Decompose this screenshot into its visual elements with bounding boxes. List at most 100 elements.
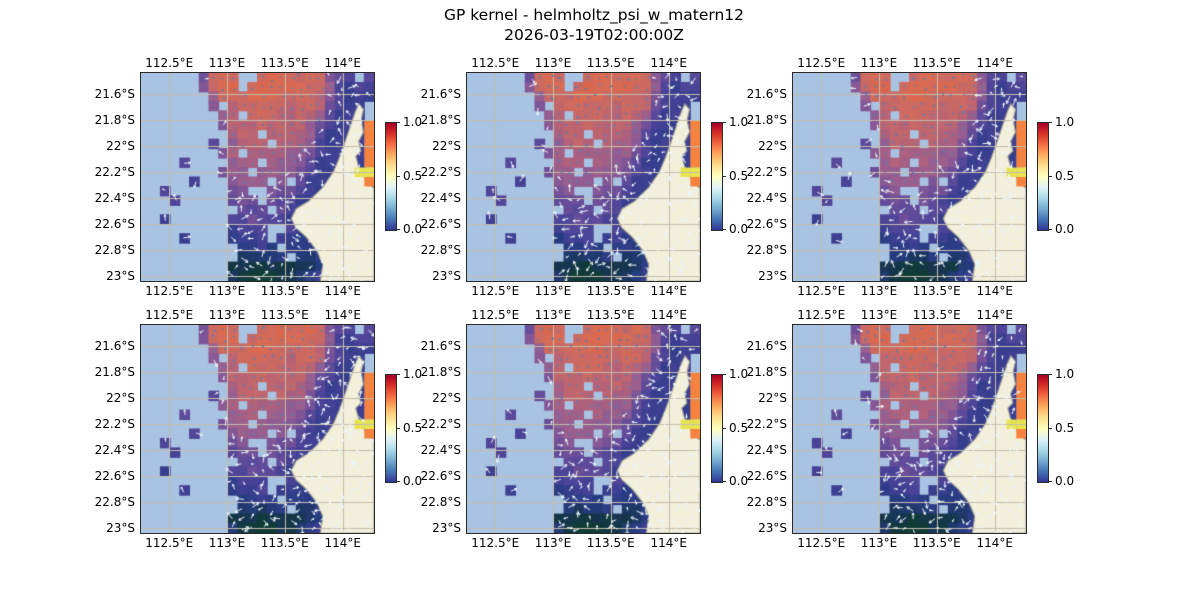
y-tick-label: 22.8°S <box>94 243 135 258</box>
y-tick-label: 21.8°S <box>94 113 135 128</box>
x-tick-label-bottom: 113°E <box>534 284 572 298</box>
colorbar-tick-label: 1.0 <box>403 115 423 129</box>
map-canvas <box>793 73 1026 281</box>
x-tick-label-top: 112.5°E <box>471 308 520 322</box>
x-tick-label-bottom: 113°E <box>534 536 572 550</box>
y-tick-label: 22.8°S <box>746 495 787 510</box>
x-tick-label-top: 113.5°E <box>912 308 961 322</box>
y-tick-label: 22°S <box>432 139 461 154</box>
x-tick-label-top: 114°E <box>650 308 688 322</box>
y-tick-label: 22.2°S <box>94 417 135 432</box>
x-tick-label-bottom: 113.5°E <box>912 536 961 550</box>
x-tick-label-top: 113°E <box>860 56 898 70</box>
x-tick-label-bottom: 113.5°E <box>586 536 635 550</box>
y-tick-label: 21.8°S <box>746 365 787 380</box>
colorbar-tick <box>722 175 726 177</box>
colorbar-tick <box>722 229 726 230</box>
x-tick-label-bottom: 112.5°E <box>145 284 194 298</box>
y-tick-label: 22.4°S <box>420 443 461 458</box>
y-tick-label: 23°S <box>106 521 135 536</box>
y-tick-label: 22°S <box>106 139 135 154</box>
colorbar <box>385 374 397 483</box>
map-frame <box>140 72 375 282</box>
colorbar-tick <box>722 427 726 429</box>
x-tick-label-top: 114°E <box>650 56 688 70</box>
x-tick-label-bottom: 113.5°E <box>912 284 961 298</box>
x-tick-label-top: 113°E <box>860 308 898 322</box>
x-tick-label-top: 114°E <box>976 56 1014 70</box>
x-tick-label-top: 112.5°E <box>797 56 846 70</box>
x-tick-label-bottom: 112.5°E <box>471 284 520 298</box>
y-tick-label: 22°S <box>758 391 787 406</box>
colorbar-tick <box>396 427 400 429</box>
map-frame <box>466 324 701 534</box>
colorbar-tick <box>396 175 400 177</box>
y-tick-label: 21.6°S <box>420 339 461 354</box>
x-tick-label-bottom: 113.5°E <box>586 284 635 298</box>
colorbar-tick <box>1048 175 1052 177</box>
colorbar-tick-label: 0.0 <box>403 222 423 236</box>
colorbar-tick <box>722 374 726 375</box>
x-tick-label-top: 113°E <box>534 56 572 70</box>
colorbar-tick <box>1048 374 1052 375</box>
map-canvas <box>141 325 374 533</box>
colorbar-tick-label: 0.5 <box>403 420 423 435</box>
x-tick-label-bottom: 113.5°E <box>260 284 309 298</box>
map-frame <box>466 72 701 282</box>
colorbar <box>1037 122 1049 231</box>
x-tick-label-top: 114°E <box>976 308 1014 322</box>
colorbar-tick <box>1048 481 1052 482</box>
colorbar-tick-label: 0.5 <box>729 168 749 183</box>
colorbar-tick <box>396 122 400 123</box>
x-tick-label-top: 114°E <box>324 56 362 70</box>
x-tick-label-top: 112.5°E <box>145 56 194 70</box>
y-tick-label: 23°S <box>758 521 787 536</box>
figure-title: GP kernel - helmholtz_psi_w_matern12 <box>443 6 745 24</box>
colorbar-tick-label: 0.0 <box>729 474 749 488</box>
y-tick-label: 21.6°S <box>94 339 135 354</box>
x-tick-label-bottom: 114°E <box>976 536 1014 550</box>
x-tick-label-bottom: 112.5°E <box>471 536 520 550</box>
x-tick-label-top: 112.5°E <box>797 308 846 322</box>
colorbar-tick-label: 0.0 <box>403 474 423 488</box>
x-tick-label-top: 113.5°E <box>586 308 635 322</box>
y-tick-label: 22.8°S <box>746 243 787 258</box>
y-tick-label: 22.6°S <box>420 217 461 232</box>
y-tick-label: 22.4°S <box>94 191 135 206</box>
colorbar-tick <box>1048 229 1052 230</box>
x-tick-label-top: 113.5°E <box>260 308 309 322</box>
y-tick-label: 22.6°S <box>746 469 787 484</box>
colorbar-tick <box>722 122 726 123</box>
y-tick-label: 21.6°S <box>746 87 787 102</box>
y-tick-label: 22.6°S <box>94 469 135 484</box>
y-tick-label: 22.2°S <box>420 165 461 180</box>
x-tick-label-bottom: 114°E <box>976 284 1014 298</box>
x-tick-label-top: 113.5°E <box>912 56 961 70</box>
x-tick-label-bottom: 112.5°E <box>797 284 846 298</box>
y-tick-label: 22°S <box>758 139 787 154</box>
y-tick-label: 21.6°S <box>746 339 787 354</box>
y-tick-label: 22.6°S <box>94 217 135 232</box>
y-tick-label: 21.8°S <box>94 365 135 380</box>
x-tick-label-bottom: 112.5°E <box>797 536 846 550</box>
y-tick-label: 21.6°S <box>94 87 135 102</box>
colorbar-tick <box>396 229 400 230</box>
x-tick-label-top: 113°E <box>208 56 246 70</box>
x-tick-label-bottom: 114°E <box>650 536 688 550</box>
y-tick-label: 21.8°S <box>420 113 461 128</box>
y-tick-label: 22.8°S <box>420 243 461 258</box>
y-tick-label: 22.4°S <box>94 443 135 458</box>
x-tick-label-bottom: 112.5°E <box>145 536 194 550</box>
colorbar-tick-label: 1.0 <box>403 367 423 381</box>
y-tick-label: 21.8°S <box>420 365 461 380</box>
colorbar-tick-label: 0.0 <box>729 222 749 236</box>
colorbar <box>1037 374 1049 483</box>
map-canvas <box>141 73 374 281</box>
y-tick-label: 22.8°S <box>420 495 461 510</box>
x-tick-label-bottom: 113°E <box>860 284 898 298</box>
y-tick-label: 22.8°S <box>94 495 135 510</box>
y-tick-label: 23°S <box>758 269 787 284</box>
colorbar-tick <box>396 481 400 482</box>
y-tick-label: 22.6°S <box>746 217 787 232</box>
colorbar-tick-label: 0.5 <box>403 168 423 183</box>
